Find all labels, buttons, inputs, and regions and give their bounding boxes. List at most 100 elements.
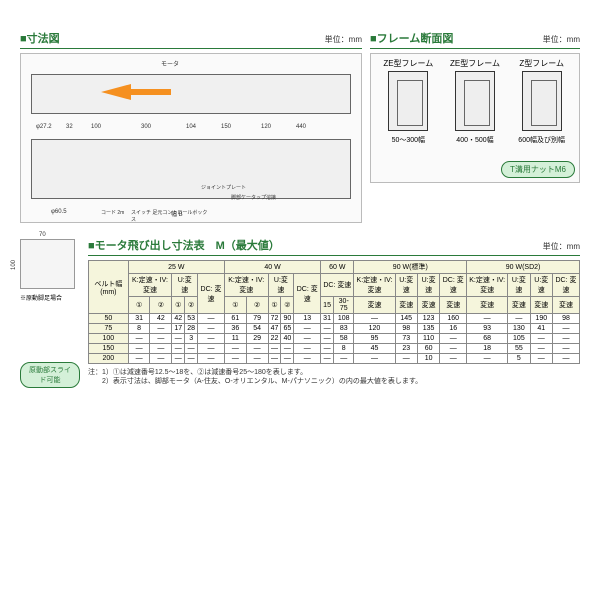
cell: —	[268, 344, 281, 354]
cell: —	[467, 314, 508, 324]
th: DC: 変速	[321, 274, 354, 297]
cell: —	[294, 324, 321, 334]
cell: 3	[185, 334, 198, 344]
cell: 83	[333, 324, 354, 334]
cell: —	[321, 344, 334, 354]
th: K:定速・IV:変速	[128, 274, 172, 297]
th: 90 W(SD2)	[467, 261, 580, 274]
cell: 17	[172, 324, 185, 334]
cell: —	[172, 354, 185, 364]
cell: 28	[185, 324, 198, 334]
cell: —	[552, 334, 579, 344]
cell: 190	[530, 314, 552, 324]
dimensions-title: ■寸法図	[20, 30, 60, 46]
cell: 105	[508, 334, 530, 344]
dim: 100	[11, 260, 17, 270]
th: DC: 変速	[294, 274, 321, 314]
cell: —	[321, 334, 334, 344]
row-width: 100	[89, 334, 129, 344]
th: ②	[150, 297, 172, 314]
cell: 8	[333, 344, 354, 354]
cell: 45	[354, 344, 395, 354]
cell: —	[198, 324, 225, 334]
cell: —	[224, 344, 246, 354]
cell: —	[185, 354, 198, 364]
cell: 11	[224, 334, 246, 344]
dim: 70	[39, 232, 46, 238]
dim: 440	[296, 124, 306, 130]
cell: 53	[185, 314, 198, 324]
row-width: 200	[89, 354, 129, 364]
th: K:定速・IV:変速	[224, 274, 268, 297]
slide-badge: 原動部スライド可能	[20, 362, 80, 388]
ann: 脚部ケータップ溶接	[231, 194, 331, 201]
cell: —	[440, 334, 467, 344]
cell: —	[530, 334, 552, 344]
dim: 32	[66, 124, 73, 130]
cell: 23	[395, 344, 417, 354]
cell: 130	[508, 324, 530, 334]
cell: —	[128, 334, 150, 344]
th: 40 W	[224, 261, 320, 274]
dim: φ27.2	[36, 124, 52, 130]
cell: 8	[128, 324, 150, 334]
cell: —	[530, 344, 552, 354]
th: DC: 変速	[552, 274, 579, 297]
cell: —	[467, 354, 508, 364]
dimensions-unit: 単位：mm	[325, 34, 362, 45]
th: DC: 変速	[198, 274, 225, 314]
cell: 68	[467, 334, 508, 344]
motor-table: ベルト幅 (mm) 25 W 40 W 60 W 90 W(標準) 90 W(S…	[88, 260, 580, 364]
cell: 41	[530, 324, 552, 334]
cell: —	[281, 344, 294, 354]
profile-range: 50～300幅	[383, 135, 433, 145]
dim: 104	[186, 124, 196, 130]
cell: 31	[321, 314, 334, 324]
cell: —	[552, 344, 579, 354]
row-width: 150	[89, 344, 129, 354]
lbl-motor: モータ	[161, 59, 179, 68]
th: 15	[321, 297, 334, 314]
th: U:変速	[530, 274, 552, 297]
cell: 42	[150, 314, 172, 324]
th: 25 W	[128, 261, 224, 274]
cell: —	[150, 354, 172, 364]
th: ①	[128, 297, 150, 314]
cell: —	[150, 344, 172, 354]
ann: スイッチ 足元コントロールボックス	[131, 209, 211, 223]
cell: —	[552, 324, 579, 334]
cell: 36	[224, 324, 246, 334]
th: DC: 変速	[440, 274, 467, 297]
direction-arrow-icon	[101, 84, 131, 100]
th: 90 W(標準)	[354, 261, 467, 274]
cell: 29	[246, 334, 268, 344]
cell: —	[530, 354, 552, 364]
cell: —	[198, 334, 225, 344]
th: 変速	[354, 297, 395, 314]
th: ②	[246, 297, 268, 314]
row-width: 50	[89, 314, 129, 324]
cell: 79	[246, 314, 268, 324]
ann: ※原動脚足場合	[20, 293, 80, 302]
cell: 73	[395, 334, 417, 344]
cell: 123	[417, 314, 439, 324]
th: ②	[281, 297, 294, 314]
cell: 16	[440, 324, 467, 334]
cell: 90	[281, 314, 294, 324]
motor-table-unit: 単位：mm	[543, 241, 580, 252]
th: U:変速	[268, 274, 294, 297]
th: 30-75	[333, 297, 354, 314]
cell: 60	[417, 344, 439, 354]
cell: —	[440, 344, 467, 354]
motor-table-title: ■モータ飛び出し寸法表 M（最大値）	[88, 237, 280, 253]
cell: 135	[417, 324, 439, 334]
dimension-drawing: モータ φ27.2 32 100 300 104 150 120 440 φ60…	[20, 53, 362, 223]
profile-name: ZE型フレーム	[383, 58, 433, 69]
cell: —	[198, 344, 225, 354]
th: U:変速	[172, 274, 198, 297]
ann: コード 2m	[101, 209, 124, 216]
th: U:変速	[395, 274, 417, 297]
cell: —	[128, 354, 150, 364]
cell: 98	[552, 314, 579, 324]
cell: 18	[467, 344, 508, 354]
